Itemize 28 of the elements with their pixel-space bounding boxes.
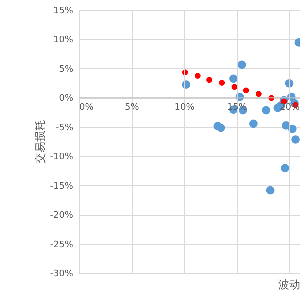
x-axis-title: 波动 [278,278,300,292]
point [243,88,250,94]
y-tick-label: -5% [56,123,74,134]
point [219,80,226,86]
x-tick-label: 10% [174,103,196,114]
y-tick-label: 10% [53,36,74,46]
y-tick-label: -20% [50,211,74,222]
y-axis-title: 交易损耗 [34,120,48,164]
x-tick-label: 0% [80,103,94,114]
point [194,73,201,79]
y-tick-label: -30% [50,270,74,280]
y-tick-label: 0% [59,94,74,104]
x-tick-label: 5% [124,103,140,114]
y-tick-label: 5% [59,64,74,75]
point [256,91,262,98]
point [292,136,300,144]
y-tick-label: -15% [50,182,74,192]
point [206,77,212,84]
point [262,106,271,115]
point [266,186,275,195]
point [250,120,258,128]
point [281,164,290,173]
point [216,124,226,132]
y-tick-label: -25% [50,240,74,250]
point [230,74,238,84]
point [238,60,246,70]
y-tick-label: 15% [53,6,74,16]
y-tick-label: -10% [50,152,74,163]
